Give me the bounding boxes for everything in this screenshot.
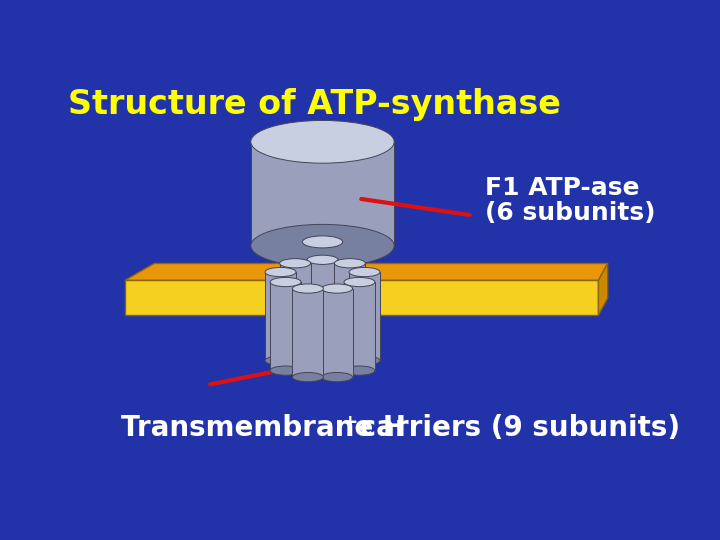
Polygon shape bbox=[125, 280, 598, 315]
Ellipse shape bbox=[270, 366, 301, 375]
Ellipse shape bbox=[265, 267, 296, 276]
Ellipse shape bbox=[334, 347, 365, 356]
Polygon shape bbox=[344, 282, 375, 370]
Polygon shape bbox=[279, 264, 310, 352]
Polygon shape bbox=[322, 288, 353, 377]
Ellipse shape bbox=[349, 356, 380, 365]
Ellipse shape bbox=[349, 267, 380, 276]
Polygon shape bbox=[349, 272, 380, 361]
Polygon shape bbox=[125, 264, 608, 280]
Ellipse shape bbox=[251, 120, 394, 163]
Ellipse shape bbox=[322, 284, 353, 293]
Polygon shape bbox=[334, 264, 365, 352]
Ellipse shape bbox=[279, 347, 310, 356]
Polygon shape bbox=[292, 288, 323, 377]
Ellipse shape bbox=[334, 259, 365, 268]
Polygon shape bbox=[270, 282, 301, 370]
Polygon shape bbox=[251, 142, 394, 246]
Ellipse shape bbox=[302, 286, 343, 298]
Polygon shape bbox=[307, 260, 338, 348]
Text: +: + bbox=[342, 413, 359, 431]
Text: carriers (9 subunits): carriers (9 subunits) bbox=[351, 414, 680, 442]
Ellipse shape bbox=[322, 373, 353, 382]
Ellipse shape bbox=[251, 225, 394, 267]
Ellipse shape bbox=[302, 236, 343, 248]
Text: F1 ATP-ase: F1 ATP-ase bbox=[485, 176, 640, 200]
Ellipse shape bbox=[279, 259, 310, 268]
Ellipse shape bbox=[344, 278, 375, 287]
Ellipse shape bbox=[307, 255, 338, 265]
Ellipse shape bbox=[292, 373, 323, 382]
Text: Transmembrane H: Transmembrane H bbox=[121, 414, 406, 442]
Ellipse shape bbox=[292, 284, 323, 293]
Text: Structure of ATP-synthase: Structure of ATP-synthase bbox=[68, 89, 561, 122]
Ellipse shape bbox=[307, 344, 338, 353]
Text: (6 subunits): (6 subunits) bbox=[485, 201, 656, 225]
Polygon shape bbox=[302, 242, 343, 292]
Polygon shape bbox=[265, 272, 296, 361]
Polygon shape bbox=[598, 264, 608, 315]
Ellipse shape bbox=[344, 366, 375, 375]
Ellipse shape bbox=[270, 278, 301, 287]
Ellipse shape bbox=[265, 356, 296, 365]
